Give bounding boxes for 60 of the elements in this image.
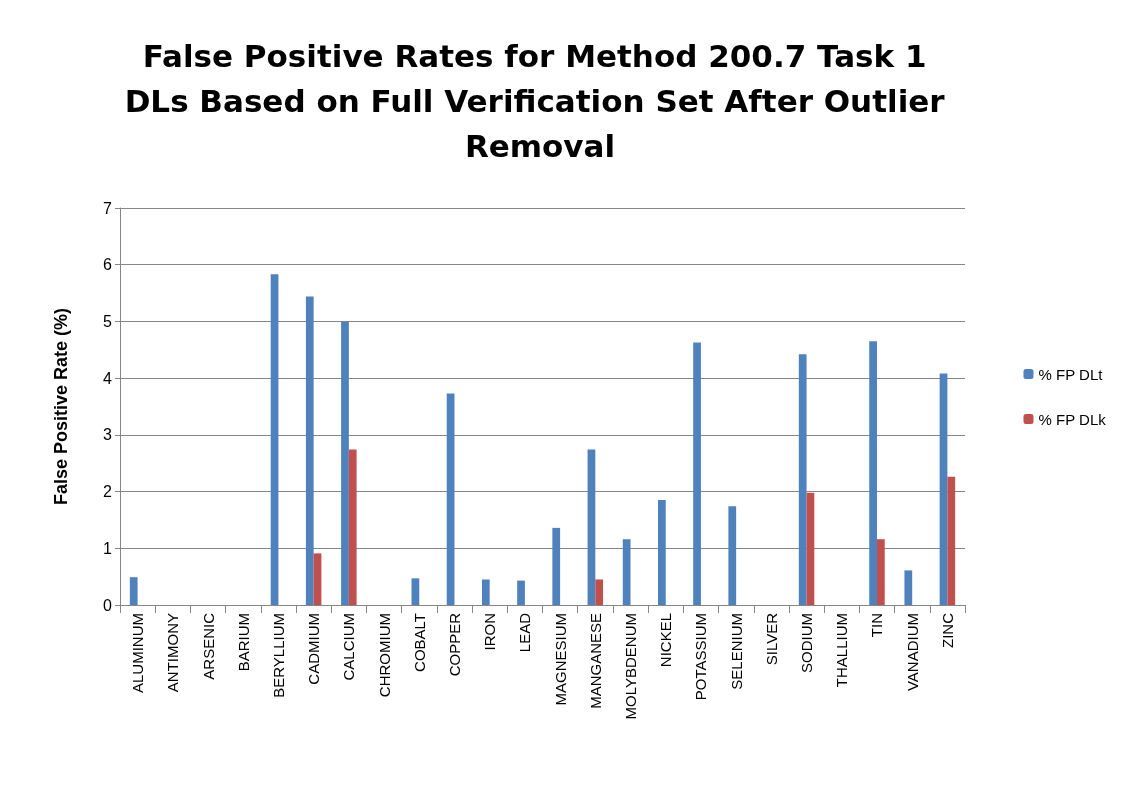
x-tick-label: NICKEL [657, 613, 675, 668]
x-tick-label: SELENIUM [727, 613, 745, 690]
bar [904, 570, 913, 605]
bar [622, 539, 631, 605]
bar [552, 527, 561, 605]
bar [939, 373, 948, 605]
x-tick-label: ANTIMONY [164, 613, 182, 693]
x-tick-label: POTASSIUM [692, 613, 710, 701]
bar [270, 274, 279, 605]
x-tick-label: CALCIUM [340, 613, 358, 681]
bar [129, 577, 138, 605]
bar [517, 580, 525, 605]
bar [876, 539, 885, 605]
bar [348, 449, 357, 605]
y-tick-label: 0 [103, 596, 113, 614]
x-tick-label: MAGNESIUM [551, 613, 569, 706]
x-tick-label: COPPER [445, 612, 463, 677]
y-tick-label: 2 [103, 483, 113, 501]
y-tick-label: 6 [103, 256, 113, 274]
x-tick-label: TIN [868, 613, 886, 638]
legend-label: % FP DLt [1038, 365, 1104, 383]
x-tick-label: BERYLLIUM [269, 613, 287, 698]
chart-title: False Positive Rates for Method 200.7 Task 1 DLs Based on Full Verification Set After Outlier Removal [124, 37, 956, 164]
bar [595, 579, 604, 605]
x-tick-label: COBALT [410, 613, 428, 672]
bar [806, 492, 815, 605]
x-tick-label: CADMIUM [305, 613, 323, 685]
y-axis-title: False Positive Rate (%) [51, 307, 71, 506]
bar [313, 553, 322, 605]
bar [411, 578, 420, 605]
y-tick-label: 5 [103, 312, 113, 330]
legend-label: % FP DLk [1038, 410, 1107, 428]
bar [869, 341, 877, 605]
x-tick-label: ARSENIC [199, 612, 217, 680]
x-tick-label: THALLIUM [833, 613, 851, 688]
bar [481, 579, 490, 605]
x-tick-label: BARIUM [234, 613, 252, 672]
bar [657, 500, 666, 605]
bar [728, 506, 737, 605]
x-tick-label: SILVER [762, 612, 780, 666]
y-tick-label: 7 [103, 199, 113, 217]
bar [341, 321, 349, 605]
bar [798, 354, 807, 605]
x-tick-label: SODIUM [798, 613, 816, 673]
x-tick-label: ZINC [938, 612, 956, 648]
y-tick-label: 1 [103, 539, 113, 557]
x-tick-label: MOLYBDENUM [622, 613, 640, 720]
x-tick-label: IRON [481, 613, 499, 651]
x-tick-label: CHROMIUM [375, 613, 393, 698]
x-tick-label: VANADIUM [903, 613, 921, 692]
x-tick-label: LEAD [516, 612, 534, 653]
y-tick-label: 4 [103, 369, 113, 387]
bar [693, 342, 701, 605]
bar [305, 296, 314, 605]
x-tick-label: ALUMINUM [129, 613, 147, 694]
bar [446, 393, 455, 605]
x-tick-label: MANGANESE [586, 613, 604, 709]
y-tick-label: 3 [103, 426, 113, 444]
bar [587, 449, 596, 605]
bar [947, 476, 956, 605]
